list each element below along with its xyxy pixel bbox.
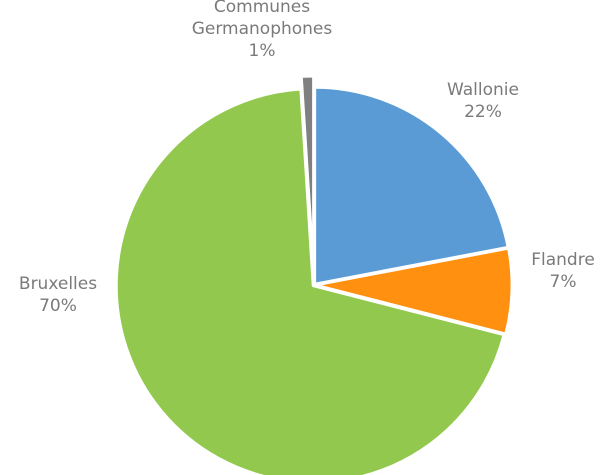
pie-label-bruxelles: Bruxelles 70% (19, 274, 97, 316)
pie-value-label: 22% (464, 102, 502, 122)
pie-category-label: Communes (214, 0, 310, 17)
pie-value-label: 70% (39, 296, 77, 316)
pie-slice-flandre (313, 246, 514, 336)
pie-label-wallonie: Wallonie 22% (447, 80, 519, 122)
pie-label-flandre: Flandre 7% (531, 250, 595, 292)
pie-slice-communes-germanophones (299, 74, 316, 275)
pie-value-label: 7% (550, 272, 577, 292)
pie-category-label: Germanophones (192, 19, 333, 39)
pie-slices (114, 74, 514, 475)
pie-category-label: Bruxelles (19, 274, 97, 294)
pie-label-communes-germanophones: Communes Germanophones 1% (192, 0, 333, 61)
pie-category-label: Wallonie (447, 80, 519, 100)
pie-slice-wallonie (313, 85, 510, 286)
pie-category-label: Flandre (531, 250, 595, 270)
pie-slice-bruxelles (114, 87, 506, 475)
pie-labels: Wallonie 22% Flandre 7% Bruxelles 70% Communes… (19, 0, 595, 316)
pie-value-label: 1% (249, 41, 276, 61)
